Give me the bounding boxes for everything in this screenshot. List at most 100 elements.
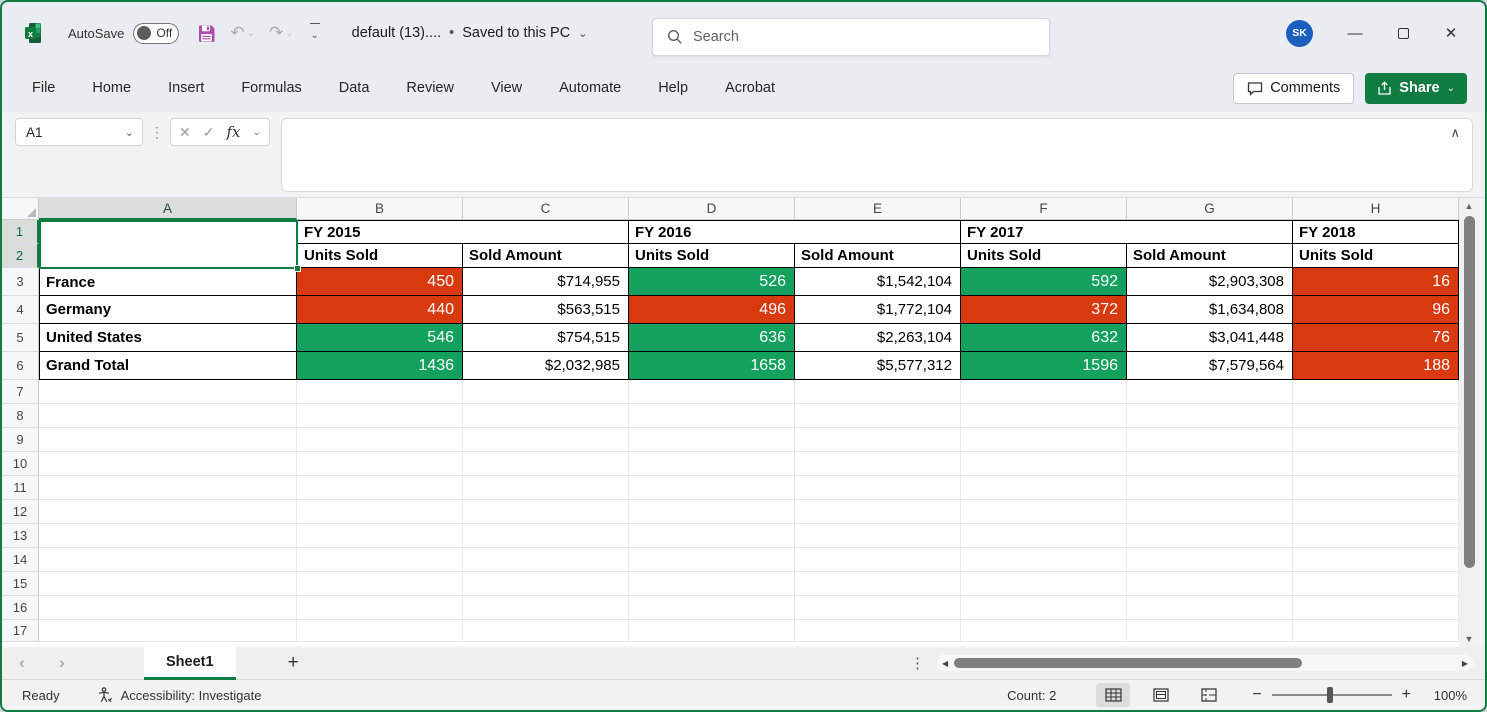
cell-D14[interactable] (629, 548, 795, 572)
cell-G11[interactable] (1127, 476, 1293, 500)
cell-C3[interactable]: $714,955 (463, 268, 629, 296)
cell-G5[interactable]: $3,041,448 (1127, 324, 1293, 352)
row-header-3[interactable]: 3 (2, 268, 39, 296)
column-header-A[interactable]: A (39, 198, 297, 220)
maximize-button[interactable] (1383, 13, 1423, 53)
cell-F6[interactable]: 1596 (961, 352, 1127, 380)
cell-D5[interactable]: 636 (629, 324, 795, 352)
cell-D15[interactable] (629, 572, 795, 596)
cell-subheader-E2[interactable]: Sold Amount (795, 244, 961, 268)
horizontal-scrollbar[interactable]: ◀ ▶ (937, 655, 1473, 671)
cell-H14[interactable] (1293, 548, 1459, 572)
cell-G13[interactable] (1127, 524, 1293, 548)
name-box[interactable]: A1 ⌄ (15, 118, 143, 146)
cell-rowlabel-Grand-Total[interactable]: Grand Total (39, 352, 297, 380)
cell-G17[interactable] (1127, 620, 1293, 642)
share-button[interactable]: Share ⌄ (1365, 72, 1467, 104)
cell-F5[interactable]: 632 (961, 324, 1127, 352)
menu-automate[interactable]: Automate (559, 80, 622, 96)
cell-year-FY-2015[interactable]: FY 2015 (297, 220, 629, 244)
cell-G6[interactable]: $7,579,564 (1127, 352, 1293, 380)
cell-A13[interactable] (39, 524, 297, 548)
cell-H10[interactable] (1293, 452, 1459, 476)
column-header-B[interactable]: B (297, 198, 463, 220)
row-header-5[interactable]: 5 (2, 324, 39, 352)
cell-H4[interactable]: 96 (1293, 296, 1459, 324)
cell-C17[interactable] (463, 620, 629, 642)
cell-D17[interactable] (629, 620, 795, 642)
fill-handle[interactable] (294, 265, 301, 272)
cell-F12[interactable] (961, 500, 1127, 524)
cell-E17[interactable] (795, 620, 961, 642)
cell-A9[interactable] (39, 428, 297, 452)
cell-G9[interactable] (1127, 428, 1293, 452)
cell-F7[interactable] (961, 380, 1127, 404)
cell-B12[interactable] (297, 500, 463, 524)
undo-button[interactable]: ↶ ⌄ (230, 23, 255, 43)
zoom-level[interactable]: 100% (1433, 687, 1467, 703)
cell-G4[interactable]: $1,634,808 (1127, 296, 1293, 324)
cell-F15[interactable] (961, 572, 1127, 596)
cell-H12[interactable] (1293, 500, 1459, 524)
cell-C15[interactable] (463, 572, 629, 596)
cell-H3[interactable]: 16 (1293, 268, 1459, 296)
cell-D6[interactable]: 1658 (629, 352, 795, 380)
cell-E5[interactable]: $2,263,104 (795, 324, 961, 352)
cell-subheader-B2[interactable]: Units Sold (297, 244, 463, 268)
cell-C6[interactable]: $2,032,985 (463, 352, 629, 380)
row-header-7[interactable]: 7 (2, 380, 39, 404)
cell-A12[interactable] (39, 500, 297, 524)
cell-rowlabel-Germany[interactable]: Germany (39, 296, 297, 324)
cell-A17[interactable] (39, 620, 297, 642)
cell-G15[interactable] (1127, 572, 1293, 596)
cell-B3[interactable]: 450 (297, 268, 463, 296)
cell-D12[interactable] (629, 500, 795, 524)
cell-rowlabel-France[interactable]: France (39, 268, 297, 296)
row-header-10[interactable]: 10 (2, 452, 39, 476)
cell-F14[interactable] (961, 548, 1127, 572)
scroll-down-icon[interactable]: ▼ (1464, 634, 1474, 644)
cell-C16[interactable] (463, 596, 629, 620)
sheet-tab-sheet1[interactable]: Sheet1 (144, 646, 236, 680)
cell-B8[interactable] (297, 404, 463, 428)
cell-E13[interactable] (795, 524, 961, 548)
cell-B16[interactable] (297, 596, 463, 620)
cell-A10[interactable] (39, 452, 297, 476)
cell-D16[interactable] (629, 596, 795, 620)
cell-E3[interactable]: $1,542,104 (795, 268, 961, 296)
cell-D8[interactable] (629, 404, 795, 428)
insert-function-icon[interactable]: fx (226, 123, 241, 141)
row-header-6[interactable]: 6 (2, 352, 39, 380)
scroll-right-icon[interactable]: ▶ (1461, 658, 1468, 668)
save-icon[interactable] (197, 24, 216, 43)
cell-subheader-G2[interactable]: Sold Amount (1127, 244, 1293, 268)
cell-H13[interactable] (1293, 524, 1459, 548)
cell-year-FY-2017[interactable]: FY 2017 (961, 220, 1293, 244)
cell-D11[interactable] (629, 476, 795, 500)
column-header-C[interactable]: C (463, 198, 629, 220)
minimize-button[interactable]: — (1347, 24, 1363, 42)
cell-H5[interactable]: 76 (1293, 324, 1459, 352)
count-indicator[interactable]: Count: 2 (1007, 687, 1057, 703)
menu-file[interactable]: File (32, 80, 56, 96)
cell-E15[interactable] (795, 572, 961, 596)
cell-G16[interactable] (1127, 596, 1293, 620)
menu-insert[interactable]: Insert (168, 80, 205, 96)
tabbar-dots-icon[interactable]: ⋮ (910, 655, 925, 672)
vertical-scrollbar[interactable]: ▲ ▼ (1459, 198, 1479, 647)
menu-acrobat[interactable]: Acrobat (725, 80, 776, 96)
row-header-17[interactable]: 17 (2, 620, 39, 642)
row-header-13[interactable]: 13 (2, 524, 39, 548)
column-header-F[interactable]: F (961, 198, 1127, 220)
cell-H7[interactable] (1293, 380, 1459, 404)
cell-G12[interactable] (1127, 500, 1293, 524)
cell-F11[interactable] (961, 476, 1127, 500)
zoom-out-icon[interactable]: − (1252, 686, 1262, 703)
cell-subheader-H2[interactable]: Units Sold (1293, 244, 1459, 268)
cell-G14[interactable] (1127, 548, 1293, 572)
cell-C8[interactable] (463, 404, 629, 428)
scroll-up-icon[interactable]: ▲ (1464, 201, 1474, 211)
row-header-15[interactable]: 15 (2, 572, 39, 596)
cell-rowlabel-United-States[interactable]: United States (39, 324, 297, 352)
cell-B14[interactable] (297, 548, 463, 572)
